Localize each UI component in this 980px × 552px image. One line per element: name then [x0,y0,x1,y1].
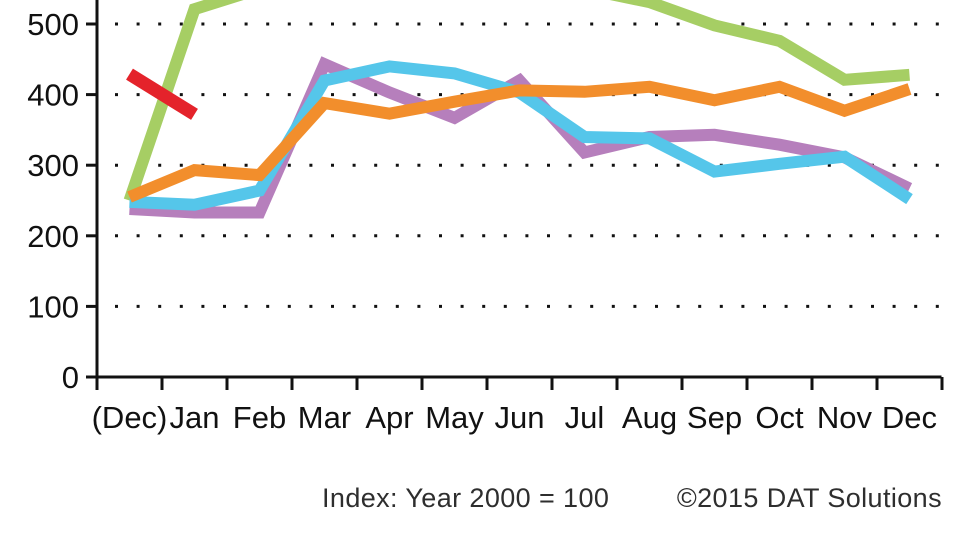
x-tick-label-may: May [425,400,484,435]
x-tick-label-dec: (Dec) [92,400,168,435]
y-tick-label-100: 100 [27,289,79,324]
x-tick-label-dec: Dec [882,400,937,435]
x-tick-label-oct: Oct [755,400,804,435]
index-note: Index: Year 2000 = 100 [322,483,610,513]
caption-row: Index: Year 2000 = 100 ©2015 DAT Solutio… [322,483,942,514]
copyright-note: ©2015 DAT Solutions [676,483,942,513]
red-highlight-line [126,68,198,120]
y-tick-label-0: 0 [62,360,79,395]
y-tick-label-200: 200 [27,219,79,254]
x-tick-label-mar: Mar [298,400,351,435]
orange-line [127,80,912,203]
purple-line [129,56,913,219]
x-tick-label-jul: Jul [565,400,605,435]
x-tick-label-nov: Nov [817,400,873,435]
line-chart-canvas: 0 100 200 300 400 500 (Dec) Jan Feb Mar Apr May Jun J… [27,0,944,435]
x-tick-label-feb: Feb [233,400,286,435]
x-tick-label-jan: Jan [170,400,220,435]
green-line [123,0,910,203]
y-tick-label-500: 500 [27,7,79,42]
x-tick-label-aug: Aug [622,400,677,435]
x-tick-label-sep: Sep [687,400,742,435]
y-tick-label-400: 400 [27,78,79,113]
x-tick-label-jun: Jun [495,400,545,435]
x-tick-label-apr: Apr [365,400,413,435]
y-tick-label-300: 300 [27,148,79,183]
